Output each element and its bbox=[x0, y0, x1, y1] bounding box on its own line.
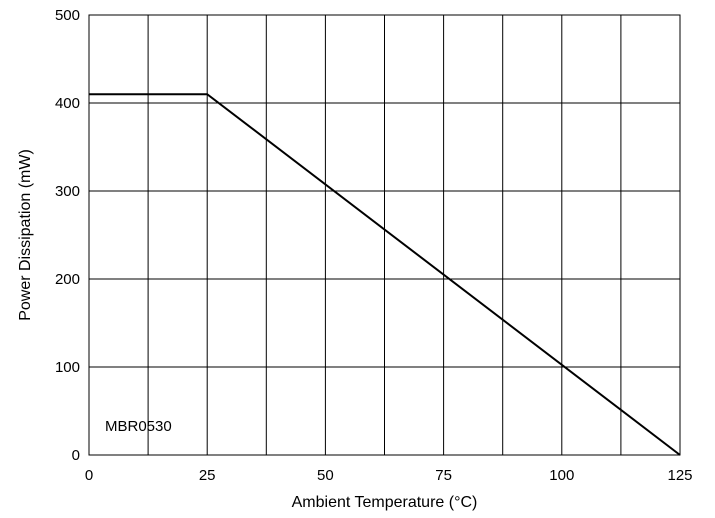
series-group bbox=[89, 93, 681, 456]
y-tick-label: 400 bbox=[55, 95, 80, 112]
part-number-annotation: MBR0530 bbox=[105, 418, 172, 435]
plot-frame bbox=[88, 14, 681, 456]
x-tick-labels: 0 25 50 75 100 125 bbox=[85, 467, 693, 484]
y-tick-label: 100 bbox=[55, 359, 80, 376]
x-tick-label: 125 bbox=[667, 467, 692, 484]
y-tick-label: 300 bbox=[55, 183, 80, 200]
grid bbox=[88, 14, 681, 456]
x-tick-label: 0 bbox=[85, 467, 93, 484]
x-tick-label: 100 bbox=[549, 467, 574, 484]
y-axis-label: Power Dissipation (mW) bbox=[17, 149, 34, 321]
y-tick-label: 0 bbox=[72, 447, 80, 464]
x-axis-label: Ambient Temperature (°C) bbox=[292, 494, 478, 511]
series-line-0 bbox=[89, 93, 681, 456]
x-tick-label: 75 bbox=[435, 467, 452, 484]
x-tick-label: 50 bbox=[317, 467, 334, 484]
y-tick-label: 200 bbox=[55, 271, 80, 288]
x-tick-label: 25 bbox=[199, 467, 216, 484]
y-tick-label: 500 bbox=[55, 7, 80, 24]
y-tick-labels: 0 100 200 300 400 500 bbox=[55, 7, 80, 464]
